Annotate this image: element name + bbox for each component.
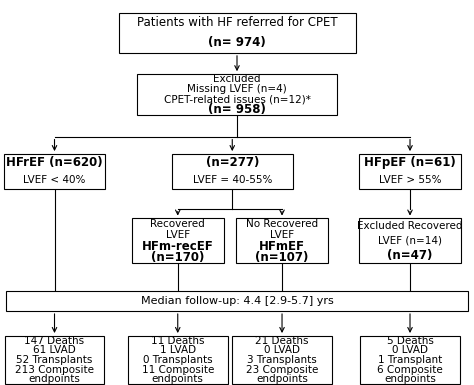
FancyBboxPatch shape [232, 336, 332, 384]
Text: 21 Deaths: 21 Deaths [255, 336, 309, 346]
Text: 0 LVAD: 0 LVAD [264, 345, 300, 355]
FancyBboxPatch shape [131, 219, 224, 263]
Text: LVEF (n=14): LVEF (n=14) [378, 236, 442, 246]
Text: (n=47): (n=47) [387, 249, 433, 262]
FancyBboxPatch shape [360, 336, 460, 384]
Text: 61 LVAD: 61 LVAD [33, 345, 76, 355]
FancyBboxPatch shape [4, 154, 105, 189]
Text: LVEF > 55%: LVEF > 55% [379, 175, 441, 185]
Text: Excluded: Excluded [213, 74, 261, 84]
Text: endpoints: endpoints [256, 374, 308, 384]
Text: CPET-related issues (n=12)*: CPET-related issues (n=12)* [164, 94, 310, 104]
Text: LVEF: LVEF [166, 230, 190, 240]
Text: 0 Transplants: 0 Transplants [143, 355, 212, 365]
Text: LVEF < 40%: LVEF < 40% [23, 175, 86, 185]
Text: 52 Transplants: 52 Transplants [16, 355, 93, 365]
Text: 1 LVAD: 1 LVAD [160, 345, 196, 355]
Text: 213 Composite: 213 Composite [15, 365, 94, 375]
Text: (n= 958): (n= 958) [208, 103, 266, 116]
Text: 5 Deaths: 5 Deaths [387, 336, 433, 346]
Text: (n=107): (n=107) [255, 251, 309, 264]
FancyBboxPatch shape [6, 291, 468, 311]
FancyBboxPatch shape [118, 12, 356, 53]
Text: LVEF = 40-55%: LVEF = 40-55% [192, 175, 272, 185]
FancyBboxPatch shape [172, 154, 292, 189]
Text: 6 Composite: 6 Composite [377, 365, 443, 375]
Text: 11 Deaths: 11 Deaths [151, 336, 204, 346]
Text: 11 Composite: 11 Composite [142, 365, 214, 375]
Text: HFmEF: HFmEF [259, 239, 305, 253]
Text: (n= 974): (n= 974) [208, 36, 266, 49]
Text: No Recovered: No Recovered [246, 219, 318, 229]
Text: 147 Deaths: 147 Deaths [25, 336, 84, 346]
Text: Missing LVEF (n=4): Missing LVEF (n=4) [187, 84, 287, 94]
FancyBboxPatch shape [236, 219, 328, 263]
FancyBboxPatch shape [128, 336, 228, 384]
FancyBboxPatch shape [5, 336, 104, 384]
Text: Patients with HF referred for CPET: Patients with HF referred for CPET [137, 16, 337, 29]
Text: endpoints: endpoints [384, 374, 436, 384]
Text: 3 Transplants: 3 Transplants [247, 355, 317, 365]
Text: HFpEF (n=61): HFpEF (n=61) [364, 156, 456, 169]
FancyBboxPatch shape [137, 74, 337, 115]
Text: endpoints: endpoints [28, 374, 81, 384]
Text: LVEF: LVEF [270, 230, 294, 240]
FancyBboxPatch shape [359, 154, 461, 189]
Text: HFm-recEF: HFm-recEF [142, 239, 214, 253]
Text: Excluded Recovered: Excluded Recovered [357, 221, 463, 231]
FancyBboxPatch shape [359, 219, 461, 263]
Text: 0 LVAD: 0 LVAD [392, 345, 428, 355]
Text: 23 Composite: 23 Composite [246, 365, 318, 375]
Text: HFrEF (n=620): HFrEF (n=620) [6, 156, 103, 169]
Text: Median follow-up: 4.4 [2.9-5.7] yrs: Median follow-up: 4.4 [2.9-5.7] yrs [141, 296, 333, 306]
Text: Recovered: Recovered [150, 219, 205, 229]
Text: endpoints: endpoints [152, 374, 204, 384]
Text: 1 Transplant: 1 Transplant [378, 355, 442, 365]
Text: (n=170): (n=170) [151, 251, 204, 264]
Text: (n=277): (n=277) [206, 156, 259, 169]
